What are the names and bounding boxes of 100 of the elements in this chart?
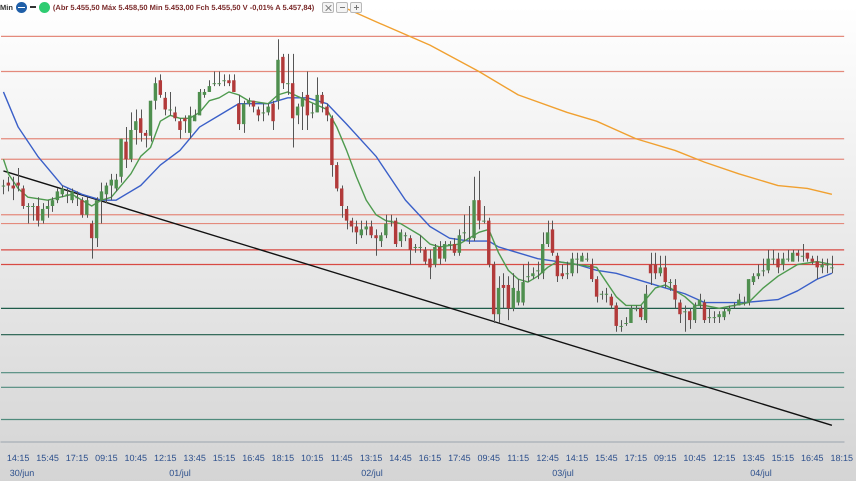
candlestick <box>354 220 358 245</box>
candlestick <box>40 202 44 224</box>
candlestick <box>222 74 226 87</box>
x-tick-label: 15:45 <box>595 453 618 464</box>
candlestick <box>80 196 84 218</box>
candlestick <box>389 214 392 227</box>
candlestick <box>208 80 212 92</box>
candlestick <box>590 258 594 283</box>
x-tick-label: 14:15 <box>566 453 588 464</box>
candlestick <box>344 206 348 230</box>
candlestick <box>815 255 819 280</box>
candlestick <box>762 258 765 277</box>
candlestick <box>252 100 256 113</box>
candlestick <box>369 220 373 239</box>
x-tick-label: 12:15 <box>154 453 176 464</box>
text: 03/jul <box>552 468 574 478</box>
candlestick <box>237 94 240 130</box>
candlestick <box>438 240 442 265</box>
candlestick <box>335 162 339 192</box>
candlestick <box>384 214 388 239</box>
text: 01/jul <box>169 468 191 478</box>
text: 04/jul <box>750 468 772 478</box>
candlestick <box>85 196 89 218</box>
candlestick <box>340 185 344 218</box>
x-tick-label: 15:15 <box>212 453 236 464</box>
candlestick <box>546 220 550 248</box>
candlestick <box>360 220 364 239</box>
candlestick <box>683 304 687 332</box>
candlestick <box>173 106 177 122</box>
candlestick <box>565 261 569 280</box>
candlestick <box>164 91 167 116</box>
x-tick-label: 10:15 <box>301 453 324 464</box>
x-tick-label: 16:15 <box>418 453 442 464</box>
candlestick <box>477 170 481 230</box>
candlestick <box>90 220 94 260</box>
candlestick <box>462 214 466 242</box>
x-tick-label: 10:45 <box>683 453 706 464</box>
x-tick-label: 09:15 <box>654 453 677 464</box>
candlestick <box>664 255 667 288</box>
candlestick <box>12 176 15 201</box>
x-tick-label: 13:15 <box>360 453 382 464</box>
x-tick-label: 18:15 <box>272 453 294 464</box>
candlestick <box>658 255 662 277</box>
candlestick <box>46 200 50 218</box>
x-tick-label: 12:15 <box>712 453 736 464</box>
candlestick <box>452 238 456 256</box>
candlestick <box>310 103 314 119</box>
candlestick <box>482 206 486 224</box>
candlestick <box>21 185 25 210</box>
x-tick-label: 14:15 <box>6 453 30 464</box>
candlestick <box>325 103 329 122</box>
candlestick <box>154 76 158 110</box>
candlestick <box>458 228 462 256</box>
x-tick-label: 15:15 <box>772 453 794 464</box>
x-tick-label: 09:15 <box>95 453 118 464</box>
candlestick <box>688 308 692 330</box>
candlestick <box>614 302 618 332</box>
candlestick <box>320 91 324 113</box>
text: 30/jun <box>10 468 34 478</box>
candlestick <box>178 118 182 140</box>
candlestick <box>271 100 275 130</box>
candlestick <box>639 304 642 321</box>
candlestick <box>776 252 780 274</box>
candlestick <box>433 244 437 268</box>
candlestick <box>594 276 598 304</box>
x-tick-label: 16:45 <box>242 453 265 464</box>
candlestick <box>16 167 20 192</box>
candlestick <box>242 100 246 134</box>
candlestick <box>266 103 270 116</box>
candlestick <box>36 196 40 227</box>
candlestick <box>467 206 471 245</box>
x-tick-label: 13:45 <box>183 453 206 464</box>
x-tick-label: 11:45 <box>330 453 353 464</box>
candlestick <box>673 278 677 309</box>
candlestick <box>364 220 368 236</box>
x-tick-label: 16:45 <box>801 453 824 464</box>
candlestick <box>296 103 300 125</box>
x-tick-label: 18:15 <box>830 453 853 464</box>
text: 02/jul <box>361 468 383 478</box>
x-tick-label: 15:45 <box>36 453 59 464</box>
candlestick <box>256 106 260 122</box>
candlestick <box>262 103 265 122</box>
candlestick <box>394 217 398 248</box>
candlestick <box>408 234 412 265</box>
x-tick-label: 09:45 <box>478 453 500 464</box>
x-tick-label: 17:45 <box>448 453 471 464</box>
candlestick <box>138 108 142 142</box>
candlestick <box>668 278 672 292</box>
candlestick <box>144 129 148 148</box>
candlestick <box>50 196 54 212</box>
candlestick <box>678 299 682 324</box>
x-tick-label: 14:45 <box>389 453 412 464</box>
candlestick <box>306 70 310 130</box>
x-tick-label: 11:15 <box>507 453 530 464</box>
candlestick <box>379 232 383 248</box>
candlestick <box>2 179 6 195</box>
x-tick-label: 10:45 <box>124 453 148 464</box>
candlestick <box>619 320 623 332</box>
x-tick-label: 13:45 <box>742 453 765 464</box>
x-tick-label: 17:15 <box>66 453 88 464</box>
